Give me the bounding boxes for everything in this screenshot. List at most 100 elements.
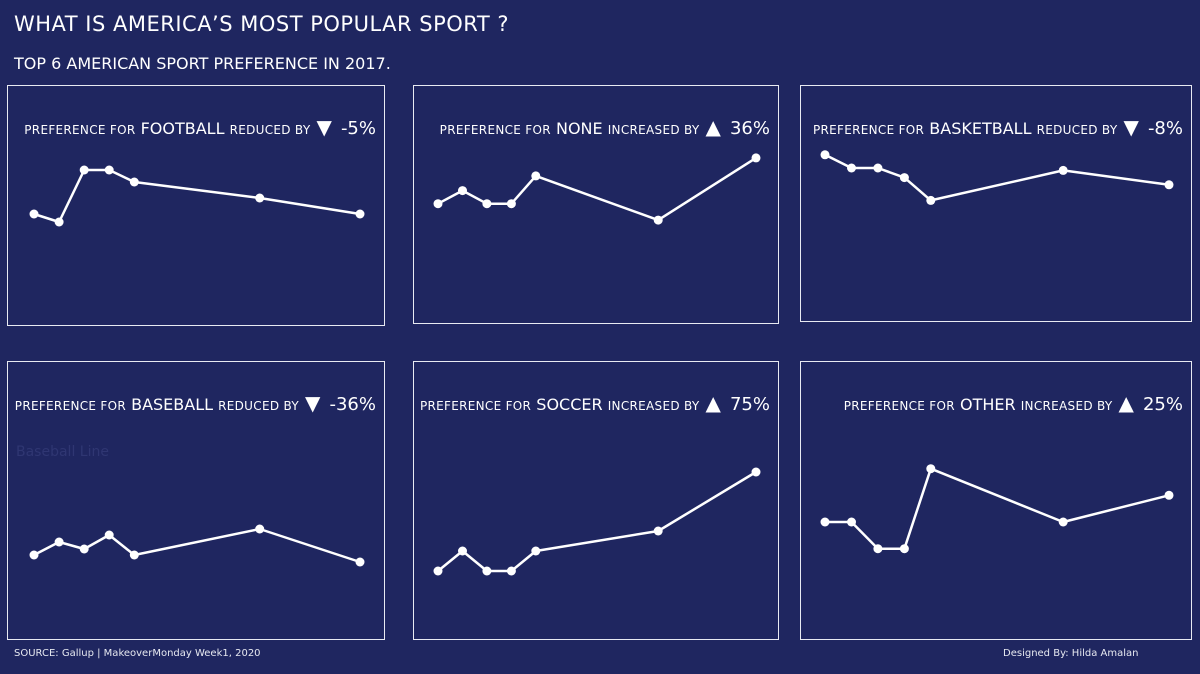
change-percent: -5%	[340, 118, 376, 139]
data-point[interactable]	[104, 530, 114, 540]
trend-arrow-icon: ▼	[305, 391, 321, 415]
sport-name: FOOTBALL	[140, 119, 225, 138]
data-point[interactable]	[433, 199, 443, 209]
data-point[interactable]	[820, 150, 830, 160]
data-point[interactable]	[255, 193, 265, 203]
change-verb: INCREASED BY	[1020, 399, 1113, 413]
panel-title: PREFERENCE FOR BASEBALL REDUCED BY ▼ -36%	[15, 390, 376, 419]
change-percent: -8%	[1147, 118, 1183, 139]
data-point[interactable]	[899, 544, 909, 554]
data-point[interactable]	[79, 544, 89, 554]
line-chart-other	[820, 464, 1174, 554]
data-point[interactable]	[847, 517, 856, 527]
data-point[interactable]	[129, 177, 139, 187]
ghost-label: Baseball Line	[16, 444, 109, 460]
data-point[interactable]	[531, 171, 541, 181]
change-percent: -36%	[329, 394, 376, 415]
data-point[interactable]	[433, 566, 443, 576]
data-point[interactable]	[847, 163, 856, 173]
data-point[interactable]	[482, 199, 492, 209]
trend-arrow-icon: ▼	[1123, 115, 1139, 139]
data-point[interactable]	[482, 566, 492, 576]
trend-arrow-icon: ▲	[705, 391, 721, 415]
panel-football: PREFERENCE FOR FOOTBALL REDUCED BY ▼ -5%	[7, 85, 385, 326]
title-prefix: PREFERENCE FOR	[14, 399, 126, 413]
data-point[interactable]	[926, 464, 936, 474]
line-chart-football	[29, 165, 365, 227]
title-prefix: PREFERENCE FOR	[24, 123, 136, 137]
data-point[interactable]	[899, 173, 909, 183]
line-chart-basketball	[820, 150, 1174, 205]
data-point[interactable]	[458, 546, 467, 556]
trend-arrow-icon: ▼	[316, 115, 332, 139]
change-verb: INCREASED BY	[607, 399, 700, 413]
sport-name: SOCCER	[536, 395, 603, 414]
panel-other: PREFERENCE FOR OTHER INCREASED BY ▲ 25%	[800, 361, 1192, 640]
sport-name: BASKETBALL	[929, 119, 1032, 138]
page-title: WHAT IS AMERICA’S MOST POPULAR SPORT ?	[14, 12, 509, 36]
change-verb: INCREASED BY	[607, 123, 700, 137]
data-point[interactable]	[873, 163, 883, 173]
series-line	[824, 153, 1170, 202]
change-verb: REDUCED BY	[229, 123, 311, 137]
data-point[interactable]	[255, 524, 265, 534]
data-point[interactable]	[506, 566, 516, 576]
data-point[interactable]	[1164, 490, 1174, 500]
data-point[interactable]	[1058, 517, 1068, 527]
data-point[interactable]	[355, 209, 365, 219]
series-line	[825, 467, 1170, 550]
data-point[interactable]	[129, 550, 139, 560]
panel-title: PREFERENCE FOR OTHER INCREASED BY ▲ 25%	[844, 390, 1183, 419]
data-point[interactable]	[531, 546, 541, 556]
data-point[interactable]	[873, 544, 883, 554]
source-note: SOURCE: Gallup | MakeoverMonday Week1, 2…	[14, 648, 261, 659]
panel-basketball: PREFERENCE FOR BASKETBALL REDUCED BY ▼ -8…	[800, 85, 1192, 322]
data-point[interactable]	[458, 186, 467, 196]
data-point[interactable]	[653, 526, 663, 536]
data-point[interactable]	[79, 165, 89, 175]
trend-arrow-icon: ▲	[705, 115, 721, 139]
panel-none: PREFERENCE FOR NONE INCREASED BY ▲ 36%	[413, 85, 779, 324]
data-point[interactable]	[653, 215, 663, 225]
line-chart-none	[433, 153, 761, 225]
change-percent: 36%	[729, 118, 770, 139]
data-point[interactable]	[751, 153, 761, 163]
data-point[interactable]	[751, 467, 761, 477]
change-verb: REDUCED BY	[1036, 123, 1118, 137]
panel-soccer: PREFERENCE FOR SOCCER INCREASED BY ▲ 75%	[413, 361, 779, 640]
data-point[interactable]	[104, 165, 114, 175]
data-point[interactable]	[506, 199, 516, 209]
panel-title: PREFERENCE FOR FOOTBALL REDUCED BY ▼ -5%	[24, 114, 376, 143]
data-point[interactable]	[29, 209, 39, 219]
title-prefix: PREFERENCE FOR	[439, 123, 551, 137]
panel-title: PREFERENCE FOR NONE INCREASED BY ▲ 36%	[440, 114, 770, 143]
change-percent: 25%	[1142, 394, 1183, 415]
title-prefix: PREFERENCE FOR	[812, 123, 925, 137]
data-point[interactable]	[29, 550, 39, 560]
sport-name: BASEBALL	[131, 395, 214, 414]
sport-name: NONE	[555, 119, 603, 138]
series-line	[437, 470, 757, 573]
data-point[interactable]	[926, 195, 936, 205]
page-subtitle: TOP 6 AMERICAN SPORT PREFERENCE IN 2017.	[14, 54, 391, 73]
sport-name: OTHER	[959, 395, 1016, 414]
title-prefix: PREFERENCE FOR	[419, 399, 532, 413]
change-verb: REDUCED BY	[218, 399, 299, 413]
data-point[interactable]	[355, 557, 365, 567]
panel-title: PREFERENCE FOR BASKETBALL REDUCED BY ▼ -8…	[813, 114, 1183, 143]
data-point[interactable]	[54, 537, 64, 547]
data-point[interactable]	[1164, 180, 1174, 190]
data-point[interactable]	[1058, 165, 1068, 175]
title-prefix: PREFERENCE FOR	[843, 399, 955, 413]
series-line	[33, 168, 361, 224]
panel-baseball: PREFERENCE FOR BASEBALL REDUCED BY ▼ -36%…	[7, 361, 385, 640]
series-line	[437, 156, 757, 222]
line-chart-baseball	[29, 524, 365, 567]
data-point[interactable]	[54, 217, 64, 227]
panel-title: PREFERENCE FOR SOCCER INCREASED BY ▲ 75%	[420, 390, 770, 419]
trend-arrow-icon: ▲	[1118, 391, 1134, 415]
designer-credit: Designed By: Hilda Amalan	[1003, 648, 1139, 659]
line-chart-soccer	[433, 467, 761, 576]
change-percent: 75%	[729, 394, 770, 415]
data-point[interactable]	[820, 517, 830, 527]
